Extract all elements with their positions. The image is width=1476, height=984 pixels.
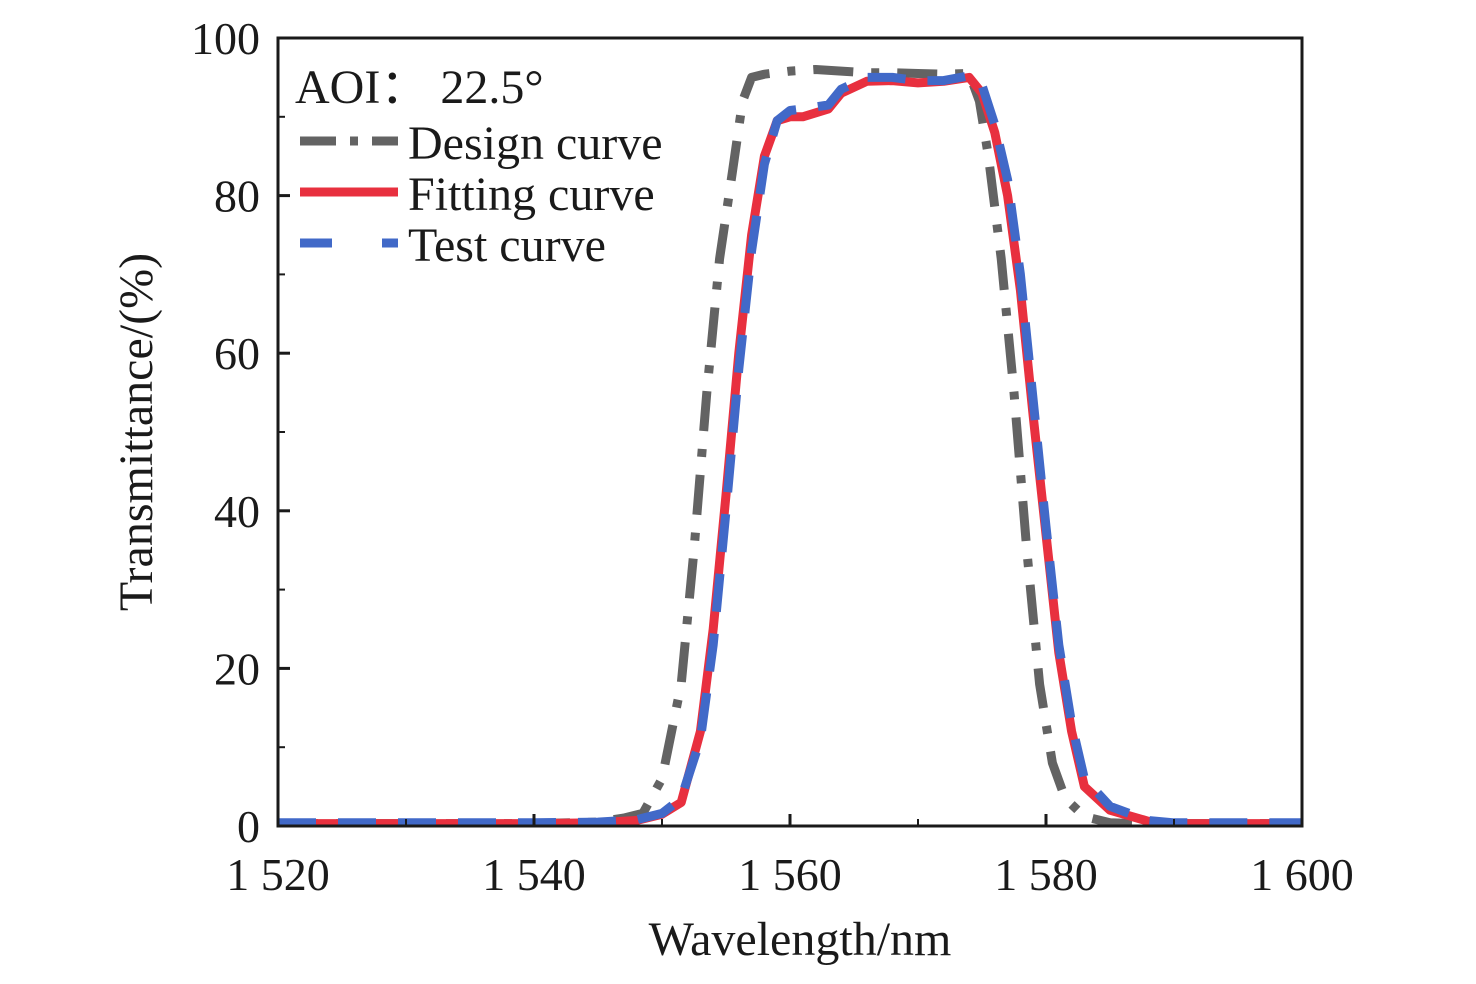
x-axis-label: Wavelength/nm: [649, 913, 952, 966]
y-tick-label: 0: [237, 801, 260, 852]
series-layer: [278, 65, 1302, 826]
legend-label: Design curve: [408, 117, 663, 170]
series-line-fitting-curve: [278, 72, 1302, 826]
x-tick-label: 1 560: [738, 849, 842, 900]
y-tick-label: 60: [214, 328, 260, 379]
y-tick-label: 100: [191, 13, 260, 64]
x-tick-label: 1 580: [994, 849, 1098, 900]
x-tick-label: 1 520: [226, 849, 330, 900]
ticks-layer: 1 520 1 540 1 560 1 580 1 600 0 20 40 60 80 100: [191, 13, 1354, 900]
y-tick-label: 80: [214, 171, 260, 222]
legend-label: Test curve: [408, 219, 606, 272]
y-tick-label: 40: [214, 486, 260, 537]
series-line-test-curve: [278, 71, 1302, 826]
series-line-design-curve: [278, 65, 1302, 826]
y-tick-label: 20: [214, 643, 260, 694]
y-axis-label: Transmittance/(%): [110, 253, 163, 611]
x-tick-label: 1 540: [482, 849, 586, 900]
annotation-aoi: AOI： 22.5°: [295, 61, 544, 114]
x-tick-label: 1 600: [1250, 849, 1354, 900]
legend-label: Fitting curve: [408, 168, 655, 221]
